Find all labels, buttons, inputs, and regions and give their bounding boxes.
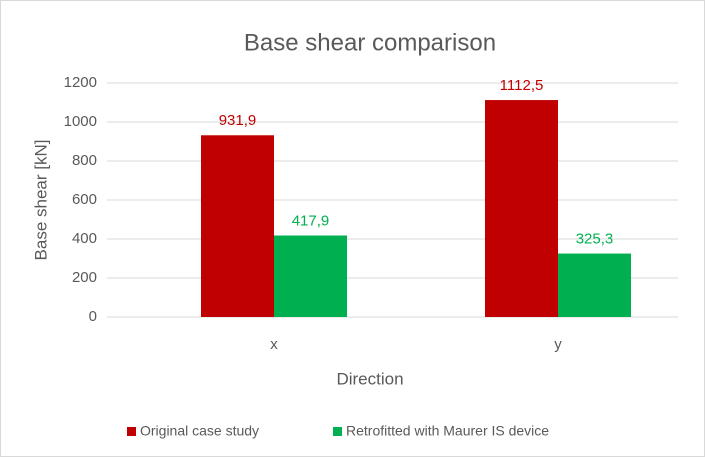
data-label: 325,3 bbox=[576, 231, 614, 248]
y-tick-label: 1000 bbox=[64, 113, 97, 130]
legend-swatch bbox=[333, 427, 342, 436]
bar bbox=[201, 135, 274, 317]
y-tick-label: 0 bbox=[89, 308, 97, 325]
bar bbox=[274, 235, 347, 317]
y-tick-label: 400 bbox=[72, 230, 97, 247]
legend-swatch bbox=[127, 427, 136, 436]
chart-title: Base shear comparison bbox=[244, 29, 496, 56]
x-tick-label: y bbox=[554, 336, 562, 353]
x-tick-label: x bbox=[270, 336, 278, 353]
legend-label: Retrofitted with Maurer IS device bbox=[346, 423, 549, 439]
x-axis-label: Direction bbox=[336, 369, 403, 388]
y-tick-label: 200 bbox=[72, 269, 97, 286]
y-tick-label: 800 bbox=[72, 152, 97, 169]
y-axis-label: Base shear [kN] bbox=[31, 140, 50, 261]
data-label: 931,9 bbox=[219, 112, 257, 129]
y-tick-label: 600 bbox=[72, 191, 97, 208]
legend-label: Original case study bbox=[140, 423, 259, 439]
y-tick-label: 1200 bbox=[64, 74, 97, 91]
bar bbox=[485, 100, 558, 317]
data-label: 417,9 bbox=[292, 212, 330, 229]
bar bbox=[558, 253, 631, 317]
data-label: 1112,5 bbox=[500, 77, 544, 94]
